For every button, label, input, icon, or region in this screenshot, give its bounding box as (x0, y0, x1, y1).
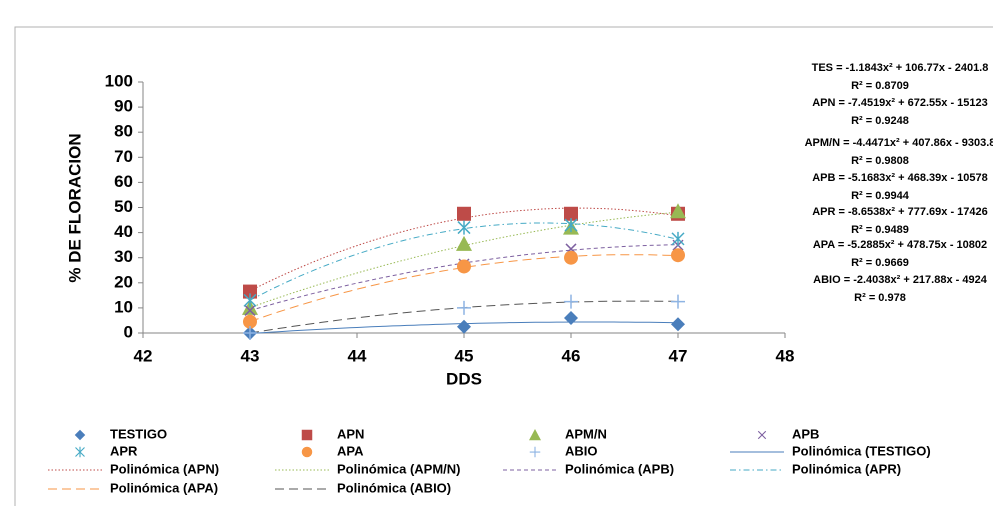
trend-r2: R² = 0.9248 (851, 115, 909, 127)
legend-label: APM/N (565, 426, 607, 441)
point (244, 304, 256, 316)
trend-line (249, 211, 679, 309)
y-tick-label: 20 (114, 272, 133, 291)
point (457, 300, 471, 315)
point (457, 259, 471, 274)
trend-equation: APN = -7.4519x² + 672.55x - 15123 (812, 97, 988, 109)
y-tick-label: 30 (114, 247, 133, 266)
legend-marker (74, 429, 86, 441)
legend-marker (529, 446, 541, 458)
point (670, 203, 686, 219)
trend-equation: APB = -5.1683x² + 468.39x - 10578 (812, 172, 988, 184)
trend-line (249, 207, 679, 292)
point (564, 294, 578, 309)
point (456, 235, 472, 251)
y-tick-label: 90 (114, 97, 133, 116)
x-tick-label: 42 (134, 346, 153, 365)
x-axis-label: DDS (446, 369, 482, 388)
point (671, 248, 685, 263)
trend-line (249, 254, 679, 322)
legend-marker (529, 429, 541, 441)
legend-label: ABIO (565, 443, 598, 458)
point (243, 284, 257, 299)
chart-frame (14, 26, 993, 506)
trend-equation: APM/N = -4.4471x² + 407.86x - 9303.8 (805, 137, 993, 149)
x-tick-label: 47 (669, 346, 688, 365)
point (564, 310, 578, 325)
point (457, 220, 471, 235)
point (457, 206, 471, 221)
legend-label: APR (110, 443, 138, 458)
legend-label: Polinómica (APN) (110, 461, 219, 476)
trend-r2: R² = 0.978 (854, 292, 906, 304)
point (457, 319, 471, 334)
x-tick-label: 48 (776, 346, 795, 365)
trend-equation: TES = -1.1843x² + 106.77x - 2401.8 (812, 62, 989, 74)
legend-label: Polinómica (APM/N) (337, 461, 461, 476)
trend-r2: R² = 0.9808 (851, 155, 909, 167)
x-tick-label: 45 (455, 346, 474, 365)
x-tick-label: 43 (241, 346, 260, 365)
trend-r2: R² = 0.9669 (851, 257, 909, 269)
point (564, 206, 578, 221)
point (564, 250, 578, 265)
trend-line (249, 222, 679, 301)
trend-equation: APA = -5.2885x² + 478.75x - 10802 (813, 239, 987, 251)
y-tick-label: 70 (114, 147, 133, 166)
legend-marker (301, 429, 313, 441)
legend-label: Polinómica (APA) (110, 480, 218, 495)
legend-label: Polinómica (APB) (565, 461, 674, 476)
legend-marker (301, 446, 313, 458)
point (671, 317, 685, 332)
trend-r2: R² = 0.9489 (851, 224, 909, 236)
trend-r2: R² = 0.9944 (851, 190, 910, 202)
trend-equation: APR = -8.6538x² + 777.69x - 17426 (812, 206, 988, 218)
legend-label: Polinómica (ABIO) (337, 480, 451, 495)
x-tick-label: 46 (562, 346, 581, 365)
legend-label: APA (337, 443, 364, 458)
trend-r2: R² = 0.8709 (851, 80, 909, 92)
y-tick-label: 80 (114, 122, 133, 141)
legend-label: Polinómica (TESTIGO) (792, 443, 931, 458)
y-axis-label: % DE FLORACION (65, 133, 84, 282)
y-tick-label: 60 (114, 172, 133, 191)
legend-label: TESTIGO (110, 426, 167, 441)
y-tick-label: 40 (114, 222, 133, 241)
point (243, 293, 257, 308)
point (243, 314, 257, 329)
y-tick-label: 0 (124, 322, 133, 341)
y-tick-label: 100 (105, 71, 133, 90)
y-tick-label: 50 (114, 197, 133, 216)
x-tick-label: 44 (348, 346, 367, 365)
legend-label: APN (337, 426, 364, 441)
point (243, 326, 257, 340)
legend-label: APB (792, 426, 819, 441)
trend-equation: ABIO = -2.4038x² + 217.88x - 4924 (813, 274, 988, 286)
point (671, 231, 685, 246)
y-tick-label: 10 (114, 297, 133, 316)
point (671, 294, 685, 309)
legend-label: Polinómica (APR) (792, 461, 901, 476)
point (564, 218, 578, 233)
legend-marker (75, 446, 85, 458)
legend-marker (757, 430, 767, 440)
point (242, 299, 258, 315)
